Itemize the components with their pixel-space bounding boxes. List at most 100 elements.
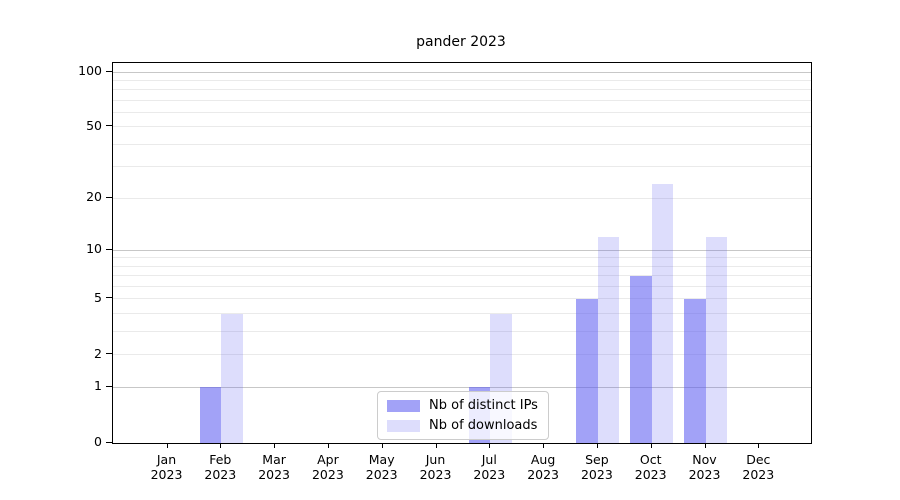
x-tick-label: Jun 2023 <box>409 452 463 482</box>
x-tick-mark <box>650 443 652 448</box>
gridline-minor <box>113 313 811 315</box>
y-tick-label: 10 <box>86 241 102 257</box>
y-tick-label: 100 <box>78 63 102 79</box>
plot-area <box>112 62 812 444</box>
x-tick-month: Apr <box>317 452 339 467</box>
x-tick-mark <box>758 443 760 448</box>
gridline-minor <box>113 99 811 101</box>
bar-distinct-ips <box>199 387 222 443</box>
gridline-minor <box>113 275 811 277</box>
y-tick-label: 1 <box>94 378 102 394</box>
x-tick-mark <box>596 443 598 448</box>
gridline-minor <box>113 354 811 356</box>
x-tick-label: Jan 2023 <box>140 452 194 482</box>
x-tick-year: 2023 <box>527 467 559 482</box>
gridline-minor <box>113 79 811 81</box>
x-tick-mark <box>327 443 329 448</box>
x-tick-year: 2023 <box>580 467 613 482</box>
x-tick-month: May <box>368 452 395 467</box>
bar-downloads <box>705 236 727 443</box>
y-tick-label: 2 <box>94 345 102 361</box>
x-tick-year: 2023 <box>150 467 183 482</box>
x-tick-label: May 2023 <box>355 452 409 482</box>
x-tick-mark <box>274 443 276 448</box>
y-tick-mark <box>106 70 112 72</box>
bar-distinct-ips <box>576 298 598 443</box>
x-tick-month: Sep <box>585 452 609 467</box>
gridline-minor <box>113 112 811 114</box>
x-tick-label: Sep 2023 <box>570 452 624 482</box>
legend-label-downloads: Nb of downloads <box>429 418 538 433</box>
gridline-minor <box>113 286 811 288</box>
gridline-minor <box>113 197 811 199</box>
x-tick-month: Oct <box>639 452 662 467</box>
x-tick-mark <box>381 443 383 448</box>
x-tick-month: Nov <box>692 452 717 467</box>
x-tick-month: Jul <box>481 452 497 467</box>
gridline-minor <box>113 166 811 168</box>
legend-label-distinct-ips: Nb of distinct IPs <box>429 398 538 413</box>
legend-item-distinct-ips: Nb of distinct IPs <box>387 398 538 413</box>
legend-item-downloads: Nb of downloads <box>387 418 538 433</box>
gridline-minor <box>113 298 811 300</box>
x-tick-mark <box>220 443 222 448</box>
x-tick-mark <box>704 443 706 448</box>
x-tick-label: Nov 2023 <box>678 452 732 482</box>
x-tick-month: Dec <box>746 452 771 467</box>
y-tick-label: 0 <box>94 434 102 449</box>
x-tick-mark <box>543 443 545 448</box>
gridline-major <box>113 249 811 251</box>
x-tick-year: 2023 <box>742 467 775 482</box>
y-tick-mark <box>106 248 112 250</box>
gridline-minor <box>113 126 811 128</box>
y-tick-mark <box>106 196 112 198</box>
y-tick-label: 50 <box>86 117 102 133</box>
gridline-major <box>113 386 811 388</box>
x-tick-label: Apr 2023 <box>301 452 355 482</box>
x-tick-mark <box>166 443 168 448</box>
gridline-minor <box>113 257 811 259</box>
x-tick-label: Mar 2023 <box>247 452 301 482</box>
x-tick-year: 2023 <box>365 467 398 482</box>
x-tick-label: Feb 2023 <box>193 452 247 482</box>
x-tick-label: Oct 2023 <box>624 452 678 482</box>
x-tick-month: Feb <box>209 452 232 467</box>
y-tick-label: 5 <box>94 289 102 305</box>
gridline-minor <box>113 143 811 145</box>
y-tick-mark <box>106 297 112 299</box>
y-tick-mark <box>106 353 112 355</box>
x-tick-label: Dec 2023 <box>731 452 785 482</box>
gridline-minor <box>113 89 811 91</box>
x-tick-year: 2023 <box>258 467 290 482</box>
bar-distinct-ips <box>684 298 706 443</box>
bar-downloads <box>221 313 243 443</box>
x-tick-mark <box>489 443 491 448</box>
y-tick-mark <box>106 125 112 127</box>
x-tick-mark <box>435 443 437 448</box>
gridline-major <box>113 71 811 73</box>
x-tick-year: 2023 <box>634 467 667 482</box>
legend-swatch-downloads-icon <box>387 419 420 432</box>
x-tick-year: 2023 <box>311 467 344 482</box>
x-tick-month: Mar <box>262 452 286 467</box>
legend-swatch-distinct-ips-icon <box>387 399 420 412</box>
x-tick-month: Jan <box>156 452 177 467</box>
x-tick-month: Jun <box>425 452 446 467</box>
bar-distinct-ips <box>630 275 652 443</box>
y-tick-mark <box>106 441 112 443</box>
gridline-minor <box>113 331 811 333</box>
y-tick-label: 20 <box>86 189 102 205</box>
bar-downloads <box>651 184 674 443</box>
bar-downloads <box>597 236 620 443</box>
x-tick-year: 2023 <box>473 467 506 482</box>
gridline-minor <box>113 265 811 267</box>
legend: Nb of distinct IPs Nb of downloads <box>377 391 549 440</box>
x-tick-year: 2023 <box>204 467 237 482</box>
x-tick-year: 2023 <box>688 467 721 482</box>
x-tick-month: Aug <box>530 452 556 467</box>
chart-title: pander 2023 <box>416 34 506 50</box>
x-tick-label: Aug 2023 <box>516 452 570 482</box>
x-tick-year: 2023 <box>419 467 452 482</box>
x-tick-label: Jul 2023 <box>462 452 516 482</box>
